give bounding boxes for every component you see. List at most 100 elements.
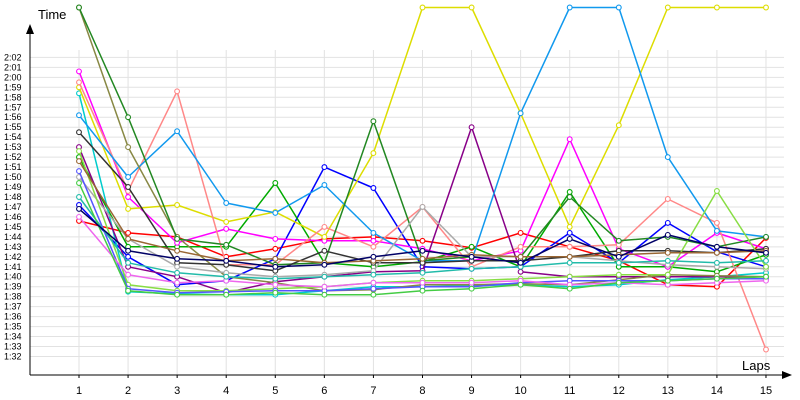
data-point [174,247,181,254]
data-point [125,114,132,121]
data-point [76,158,82,165]
x-tick-label: 12 [613,385,625,397]
data-point [272,263,279,270]
data-point [321,223,328,230]
data-point [125,235,132,242]
data-point [517,268,524,275]
data-point [370,150,377,157]
data-point [566,243,573,250]
data-point [174,291,181,298]
y-tick-label: 1:33 [4,342,22,352]
data-point [664,196,671,202]
y-tick-label: 1:36 [4,312,22,322]
data-point [321,247,328,254]
y-tick-label: 1:53 [4,142,22,152]
data-point [566,136,573,143]
y-tick-label: 1:58 [4,92,22,102]
data-point [321,233,328,240]
data-point [223,218,230,225]
series-16 [76,213,769,290]
y-axis-title: Time [38,7,66,22]
x-tick-label: 11 [564,385,575,397]
y-tick-label: 1:51 [4,162,22,172]
data-point [566,229,573,236]
data-point [713,275,720,282]
data-point [223,225,230,232]
y-tick-label: 1:37 [4,302,22,312]
data-point [272,180,279,186]
x-tick-label: 9 [468,385,474,397]
data-point [713,243,720,250]
tick-labels: 1:321:331:341:351:361:371:381:391:401:41… [4,52,772,397]
data-point [566,285,573,292]
x-tick-label: 4 [223,385,229,397]
x-tick-label: 13 [662,385,674,397]
data-point [419,287,426,294]
data-point [370,229,377,236]
data-point [468,279,475,286]
data-point [125,194,132,200]
data-point [517,110,524,117]
x-axis-arrow-icon [782,371,792,379]
x-tick-label: 8 [419,385,425,397]
data-point [125,247,132,254]
data-point [664,231,671,238]
grid-lines [30,50,784,375]
data-point [763,263,769,270]
data-point [370,253,377,260]
data-point [174,128,181,135]
data-point [468,243,475,250]
data-point [713,227,720,234]
data-point [321,273,328,280]
data-point [615,271,622,278]
y-tick-label: 2:02 [4,52,22,62]
y-tick-label: 1:40 [4,272,22,282]
data-point [76,205,82,212]
y-tick-label: 1:52 [4,152,22,162]
y-tick-label: 1:41 [4,262,22,272]
data-point [174,263,181,270]
y-tick-label: 1:48 [4,192,22,202]
y-tick-label: 1:47 [4,202,22,212]
data-point [419,279,426,286]
data-point [566,253,573,260]
data-point [223,291,230,298]
data-point [272,255,279,262]
x-tick-label: 7 [370,385,376,397]
data-point [763,233,769,240]
data-point [76,79,82,86]
y-tick-label: 1:44 [4,232,22,242]
y-tick-label: 2:00 [4,72,22,82]
data-point [419,269,426,276]
data-point [566,259,573,266]
y-tick-label: 1:55 [4,122,22,132]
data-point [713,4,720,11]
y-axis-arrow-icon [26,24,34,34]
data-point [76,68,82,75]
y-tick-label: 2:01 [4,62,22,72]
data-point [566,189,573,195]
data-point [174,255,181,262]
data-point [76,194,82,200]
data-point [763,249,769,256]
data-point [468,253,475,260]
data-point [615,122,622,129]
data-point [468,4,475,11]
data-point [370,185,377,191]
data-point [419,255,426,262]
x-tick-label: 2 [125,385,131,397]
data-point [76,148,82,155]
y-tick-label: 1:59 [4,82,22,92]
y-tick-label: 1:49 [4,182,22,192]
data-point [125,184,132,190]
data-point [713,259,720,266]
y-tick-label: 1:32 [4,352,22,362]
data-point [763,4,769,11]
data-point [76,180,82,186]
data-point [419,203,426,210]
data-point [664,154,671,161]
data-point [664,249,671,256]
data-point [763,273,769,280]
x-tick-label: 1 [76,385,82,397]
